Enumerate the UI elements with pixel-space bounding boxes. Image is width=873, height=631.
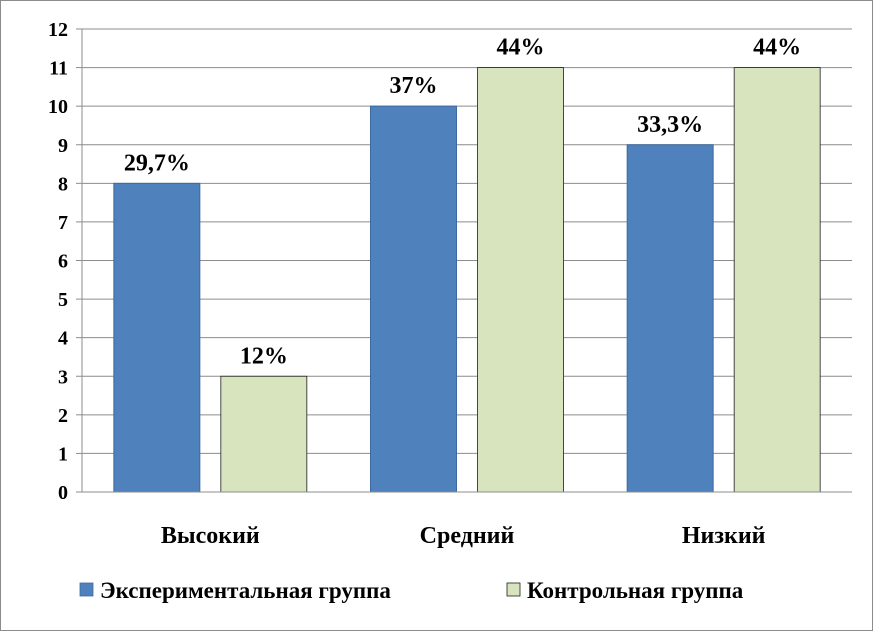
y-tick-label: 9 <box>58 135 68 157</box>
y-tick-label: 1 <box>58 443 68 465</box>
y-tick-label: 12 <box>48 19 68 41</box>
data-label: 33,3% <box>637 112 703 138</box>
y-tick-label: 7 <box>58 212 68 234</box>
legend-swatch <box>79 582 94 597</box>
bar-experimental <box>626 144 714 493</box>
bar-control <box>733 67 821 493</box>
y-tick-label: 4 <box>58 328 68 350</box>
legend-label: Экспериментальная группа <box>100 578 391 603</box>
bar-experimental <box>370 105 457 493</box>
x-category-label: Высокий <box>161 523 260 549</box>
bar-control <box>477 67 564 493</box>
data-label: 37% <box>390 73 438 99</box>
data-label: 12% <box>240 343 288 369</box>
x-category-label: Низкий <box>682 523 766 549</box>
y-tick-label: 8 <box>58 173 68 195</box>
y-tick-label: 10 <box>48 96 68 118</box>
bar-control <box>220 375 308 493</box>
data-label: 44% <box>753 35 801 61</box>
legend-swatch <box>506 582 521 597</box>
y-tick-label: 5 <box>58 289 68 311</box>
bar-experimental <box>113 182 201 493</box>
x-category-label: Средний <box>420 523 515 549</box>
data-label: 44% <box>497 35 545 61</box>
y-tick-label: 11 <box>49 58 68 80</box>
legend-label: Контрольная группа <box>527 578 744 603</box>
y-tick-label: 6 <box>58 251 68 273</box>
data-label: 29,7% <box>124 150 190 176</box>
y-tick-label: 2 <box>58 405 68 427</box>
y-tick-label: 3 <box>58 366 68 388</box>
y-tick-label: 0 <box>58 482 68 504</box>
